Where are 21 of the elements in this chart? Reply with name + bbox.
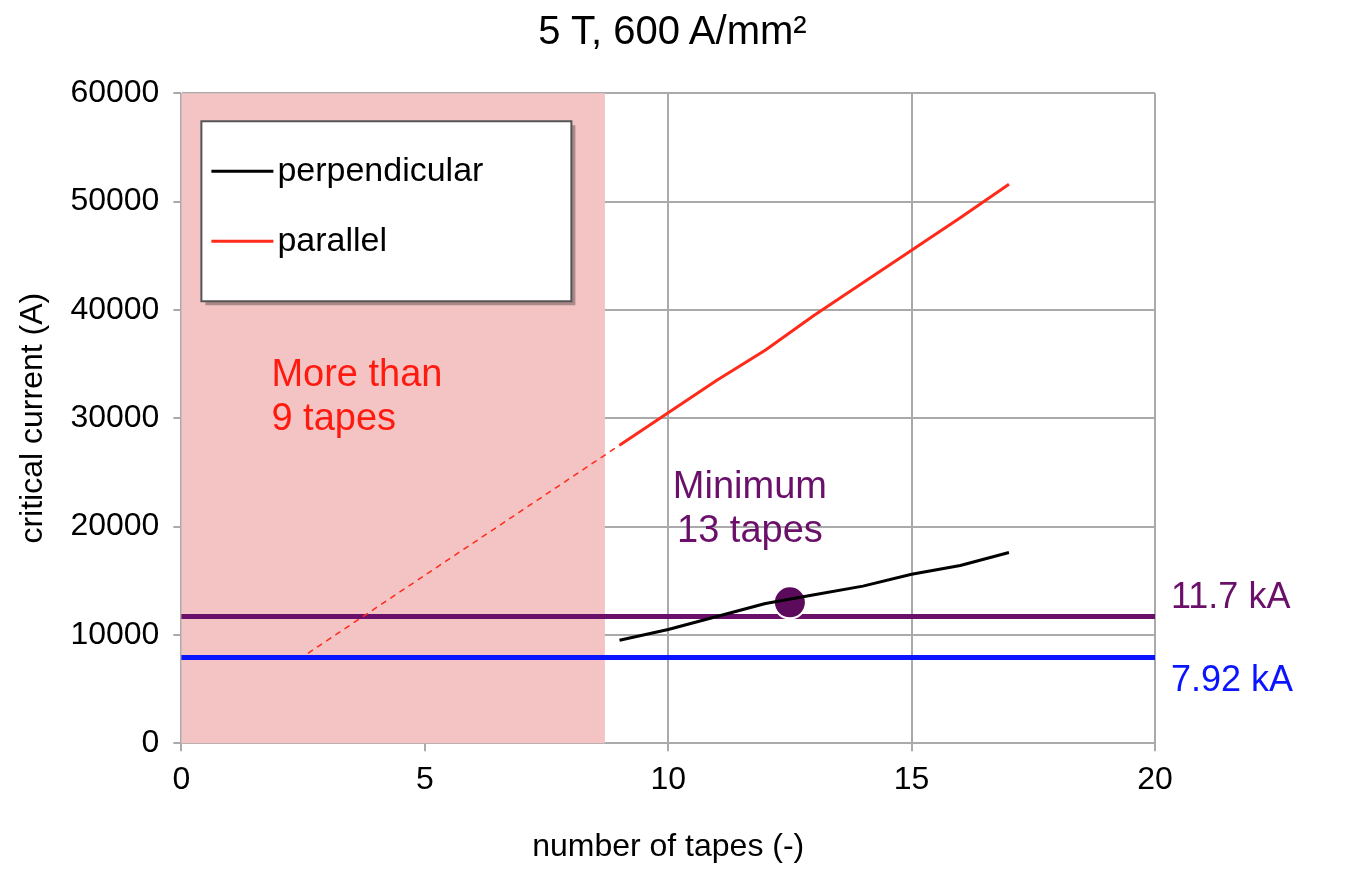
chart-title: 5 T, 600 A/mm²	[537, 8, 808, 54]
y-tick-label: 20000	[70, 506, 160, 543]
x-tick-label: 5	[415, 760, 434, 797]
y-tick-label: 30000	[70, 398, 160, 435]
x-tick-label: 10	[650, 760, 686, 797]
ref-line-label: 7.92 kA	[1171, 658, 1294, 700]
y-tick-label: 40000	[70, 289, 160, 326]
legend-label: perpendicular	[277, 149, 484, 188]
band-label: More than 9 tapes	[271, 351, 443, 438]
y-tick-label: 10000	[70, 614, 160, 651]
y-tick-label: 0	[141, 723, 160, 760]
annotation: Minimum 13 tapes	[672, 464, 827, 551]
x-tick-label: 0	[172, 760, 191, 797]
x-axis-title: number of tapes (-)	[532, 826, 805, 863]
x-tick-label: 20	[1137, 760, 1173, 797]
y-axis-title: critical current (A)	[13, 292, 50, 544]
x-tick-label: 15	[893, 760, 930, 797]
y-tick-label: 50000	[70, 181, 160, 218]
y-tick-label: 60000	[70, 73, 160, 110]
legend-label: parallel	[277, 219, 388, 258]
ref-line-label: 11.7 kA	[1171, 575, 1291, 617]
